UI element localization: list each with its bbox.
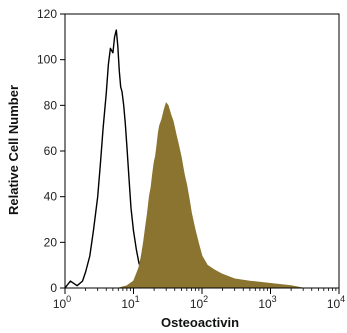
y-tick-label: 20: [44, 235, 58, 249]
y-tick-label: 40: [44, 190, 58, 204]
plot-layer: [64, 29, 304, 289]
y-tick-label: 120: [37, 7, 57, 21]
x-axis-title: Osteoactivin: [161, 315, 239, 330]
series-filled-histogram: [118, 102, 304, 289]
axis-layer: 0 20 40 60 80 100 120 100 101 102 103 104: [37, 7, 345, 311]
y-tick-label: 100: [37, 53, 57, 67]
y-tick-label: 60: [44, 144, 58, 158]
x-tick-label: 102: [190, 294, 208, 311]
x-tick-label: 104: [327, 294, 345, 311]
plot-frame: [64, 13, 340, 289]
y-tick-label: 80: [44, 98, 58, 112]
y-tick-label: 0: [50, 281, 57, 295]
x-tick-label: 101: [121, 294, 139, 311]
x-tick-label: 103: [258, 294, 276, 311]
x-tick-label: 100: [53, 294, 71, 311]
y-axis-title: Relative Cell Number: [6, 85, 21, 215]
